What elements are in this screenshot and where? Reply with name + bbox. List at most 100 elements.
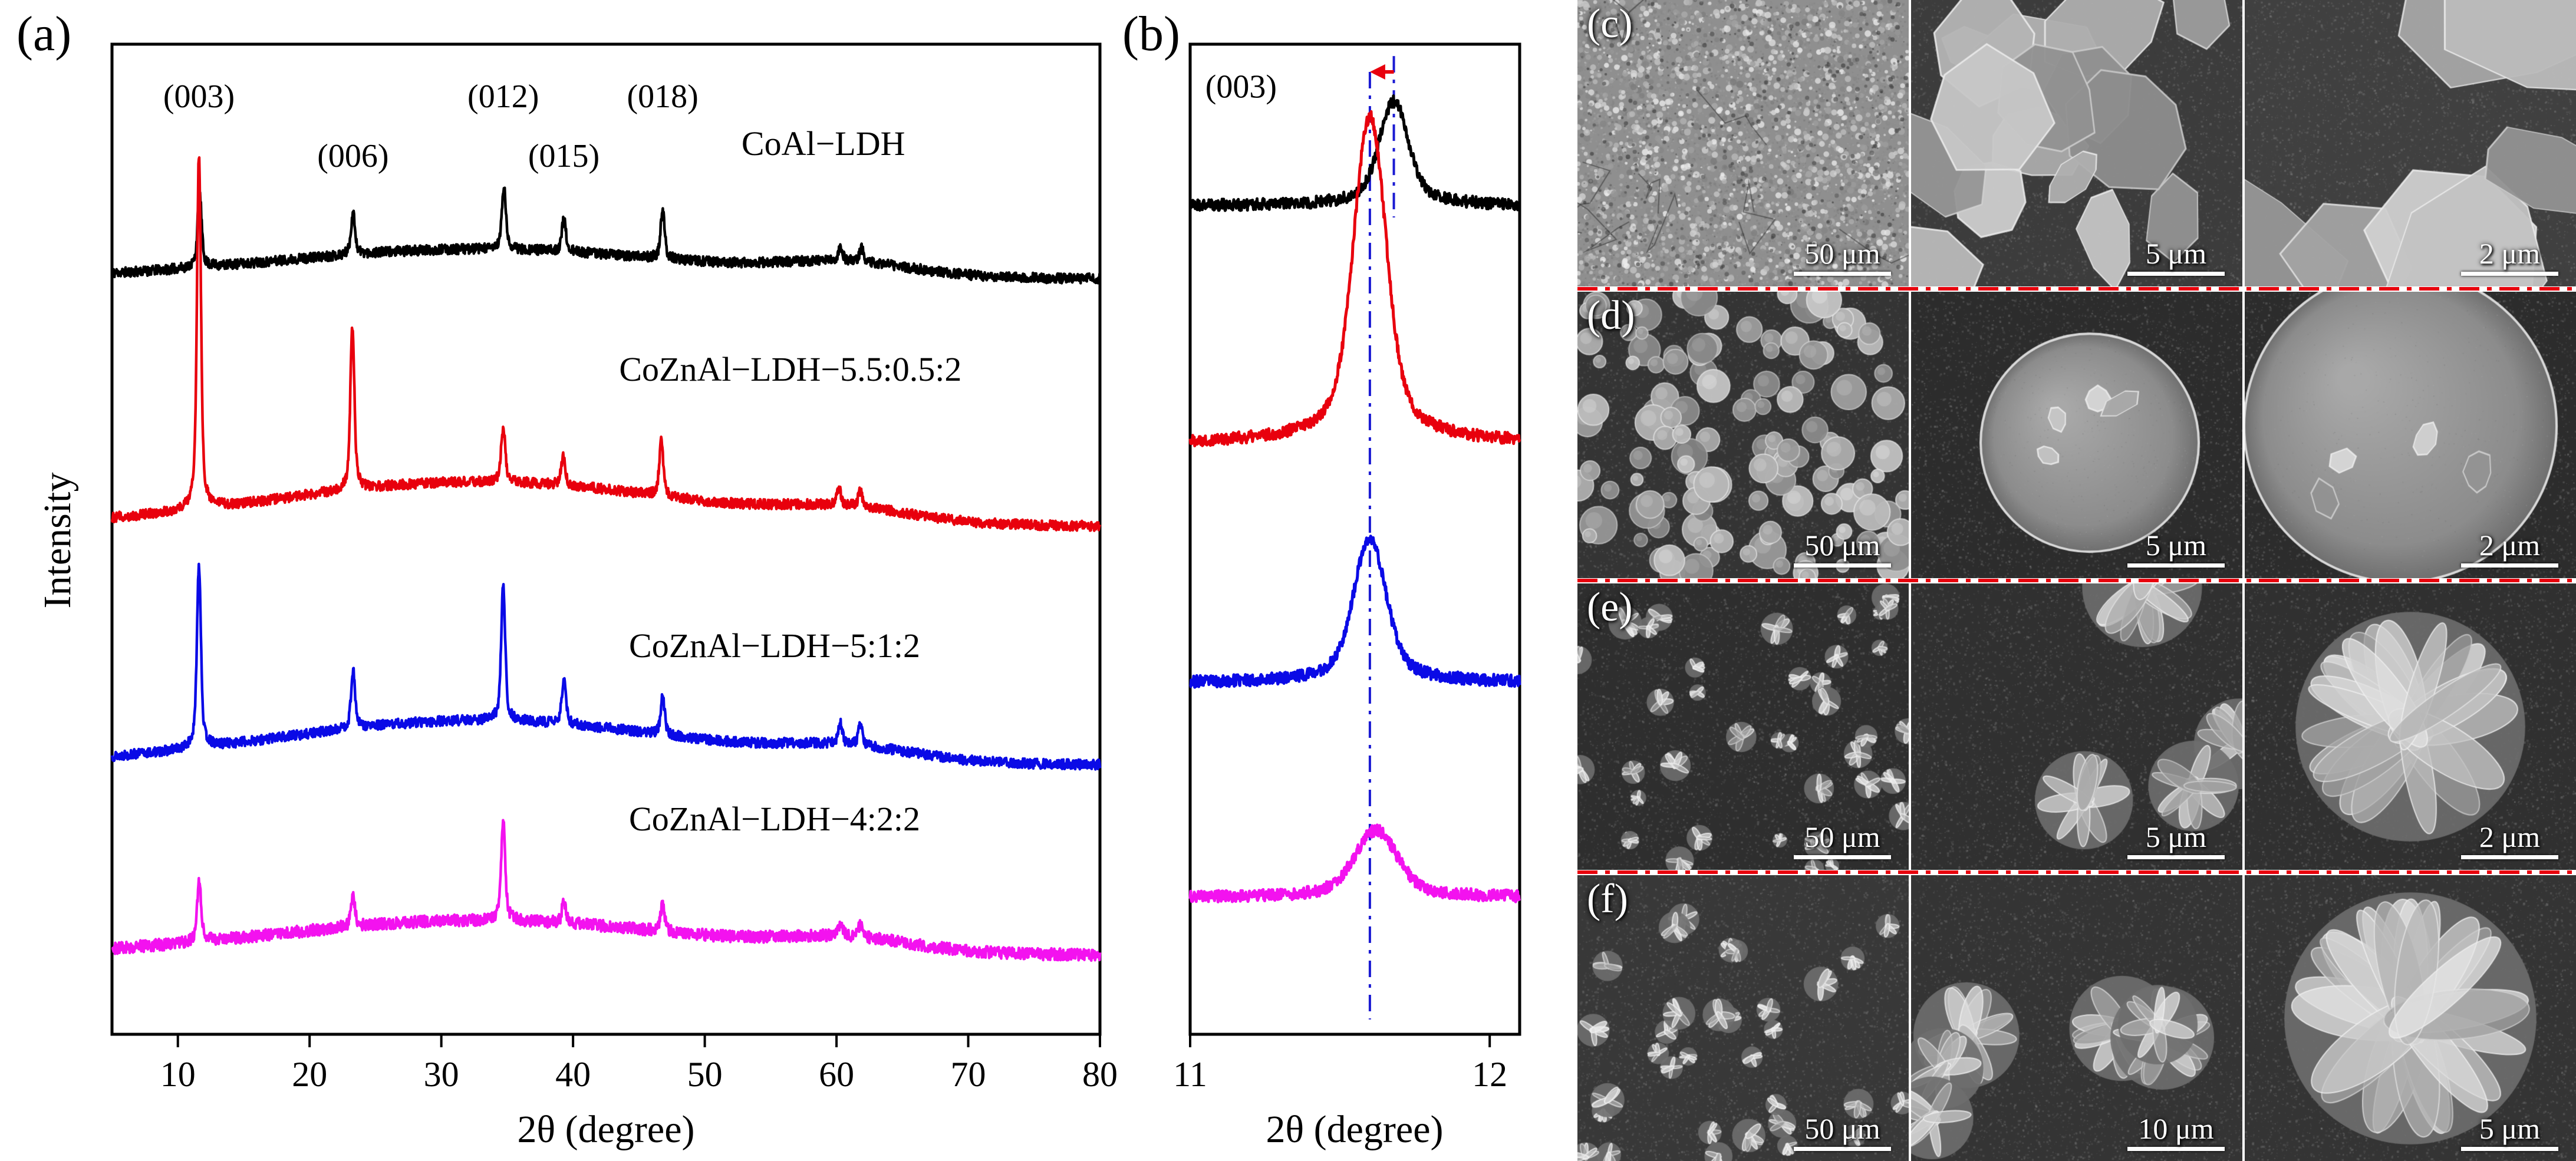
peak-label: (018) <box>627 78 698 115</box>
sem-image-d-2: 5 μm <box>1911 292 2242 578</box>
sem-micrograph-canvas <box>1911 292 2242 578</box>
scale-bar: 10 μm <box>2127 1114 2225 1151</box>
scale-bar: 5 μm <box>2461 1114 2558 1151</box>
scale-bar-line <box>2127 1147 2225 1151</box>
sem-image-f-1: (f) 50 μm <box>1577 875 1909 1161</box>
scale-bar-label: 2 μm <box>2479 820 2541 853</box>
plot-box <box>110 42 1102 1036</box>
panel-a-label: (a) <box>17 6 72 61</box>
xrd-curve-1 <box>110 156 1102 532</box>
sem-micrograph-canvas <box>1577 292 1909 578</box>
scale-bar-line <box>1794 855 1891 859</box>
sem-micrograph-canvas <box>1577 875 1909 1161</box>
xrd-zoom-chart: 11 12 (003) <box>1173 42 1521 1094</box>
series-label-1: CoZnAl−LDH−5.5:0.5:2 <box>619 350 961 388</box>
xrd-curve-3 <box>111 819 1102 962</box>
peak-label: (012) <box>467 78 539 115</box>
xrd-curve-0 <box>111 186 1102 285</box>
sem-image-c-2: 5 μm <box>1911 0 2242 286</box>
sem-micrograph-canvas <box>2245 0 2576 286</box>
peak-label: (015) <box>528 138 599 174</box>
sem-micrograph-canvas <box>1911 875 2242 1161</box>
scale-bar-line <box>2127 563 2225 568</box>
scale-bar: 50 μm <box>1794 822 1891 859</box>
scale-bar-label: 5 μm <box>2479 1112 2541 1145</box>
xrd-curve-1 <box>1188 110 1521 447</box>
scale-bar-line <box>2461 855 2558 859</box>
sem-image-c-3: 2 μm <box>2245 0 2576 286</box>
x-tick-label: 12 <box>1472 1055 1507 1094</box>
scale-bar-label: 2 μm <box>2479 237 2541 270</box>
sem-row-label: (f) <box>1587 876 1628 922</box>
peak-label: (006) <box>317 138 388 174</box>
scale-bar: 5 μm <box>2127 239 2225 276</box>
scale-bar: 5 μm <box>2127 822 2225 859</box>
panel-a-xrd: (a) Intensity 10 20 30 40 50 60 70 80 CoAl−LDH Co… <box>0 0 1149 1161</box>
x-tick-label: 11 <box>1173 1055 1207 1094</box>
panel-b-label: (b) <box>1122 6 1180 61</box>
scale-bar: 50 μm <box>1794 530 1891 568</box>
sem-micrograph-canvas <box>1577 583 1909 870</box>
scale-bar: 50 μm <box>1794 239 1891 276</box>
x-tick-label: 70 <box>951 1055 986 1094</box>
peak-label: (003) <box>163 78 235 115</box>
plot-box <box>1188 42 1521 1036</box>
x-tick-label: 30 <box>424 1055 459 1094</box>
red-dashed-separator <box>1577 579 2576 582</box>
scale-bar-line <box>2461 272 2558 276</box>
scale-bar-label: 50 μm <box>1804 237 1880 270</box>
sem-image-d-3: 2 μm <box>2245 292 2576 578</box>
x-tick-label: 20 <box>292 1055 327 1094</box>
scale-bar-label: 5 μm <box>2145 529 2207 562</box>
scale-bar-label: 5 μm <box>2145 237 2207 270</box>
scale-bar-line <box>2127 855 2225 859</box>
sem-image-e-2: 5 μm <box>1911 583 2242 870</box>
scale-bar: 50 μm <box>1794 1114 1891 1151</box>
xrd-curve-0 <box>1189 94 1521 212</box>
red-dashed-separator <box>1577 870 2576 874</box>
scale-bar-line <box>1794 563 1891 568</box>
sem-image-e-1: (e) 50 μm <box>1577 583 1909 870</box>
sem-image-grid: (c) 50 μm 5 μm 2 μm (d) 50 μm 5 μm 2 μm (e) 50 μm… <box>1577 0 2576 1161</box>
scale-bar-label: 2 μm <box>2479 529 2541 562</box>
xrd-pattern-chart: 10 20 30 40 50 60 70 80 CoAl−LDH CoZnAl−LDH−5.5:0… <box>110 42 1118 1094</box>
panel-b-xrd-zoom: (b) 11 12 (003) 2θ (degree) <box>1114 0 1586 1161</box>
scale-bar: 2 μm <box>2461 239 2558 276</box>
peak-label: (003) <box>1205 68 1277 105</box>
scale-bar-line <box>2461 563 2558 568</box>
scale-bar: 5 μm <box>2127 530 2225 568</box>
sem-micrograph-canvas <box>2245 875 2576 1161</box>
sem-row-label: (c) <box>1587 1 1633 47</box>
scale-bar-line <box>1794 1147 1891 1151</box>
x-tick-label: 50 <box>687 1055 723 1094</box>
sem-micrograph-canvas <box>1577 0 1909 286</box>
xrd-curve-2 <box>1189 535 1521 689</box>
scale-bar-line <box>2461 1147 2558 1151</box>
xrd-curve-2 <box>110 562 1102 771</box>
scale-bar: 2 μm <box>2461 822 2558 859</box>
series-label-0: CoAl−LDH <box>742 124 905 163</box>
scale-bar-label: 50 μm <box>1804 1112 1880 1145</box>
scale-bar: 2 μm <box>2461 530 2558 568</box>
scale-bar-label: 10 μm <box>2138 1112 2214 1145</box>
scale-bar-label: 50 μm <box>1804 820 1880 853</box>
sem-micrograph-canvas <box>2245 292 2576 578</box>
scale-bar-line <box>1794 272 1891 276</box>
scale-bar-line <box>2127 272 2225 276</box>
sem-micrograph-canvas <box>1911 0 2242 286</box>
x-tick-label: 60 <box>819 1055 854 1094</box>
x-tick-label: 10 <box>160 1055 196 1094</box>
xrd-curve-3 <box>1188 823 1521 903</box>
sem-micrograph-canvas <box>1911 583 2242 870</box>
sem-image-f-2: 10 μm <box>1911 875 2242 1161</box>
scale-bar-label: 50 μm <box>1804 529 1880 562</box>
x-tick-label: 40 <box>555 1055 591 1094</box>
scale-bar-label: 5 μm <box>2145 820 2207 853</box>
sem-row-label: (d) <box>1587 293 1635 338</box>
sem-image-e-3: 2 μm <box>2245 583 2576 870</box>
x-tick-label: 80 <box>1082 1055 1118 1094</box>
sem-micrograph-canvas <box>2245 583 2576 870</box>
shift-arrow-head <box>1369 64 1385 80</box>
sem-image-d-1: (d) 50 μm <box>1577 292 1909 578</box>
